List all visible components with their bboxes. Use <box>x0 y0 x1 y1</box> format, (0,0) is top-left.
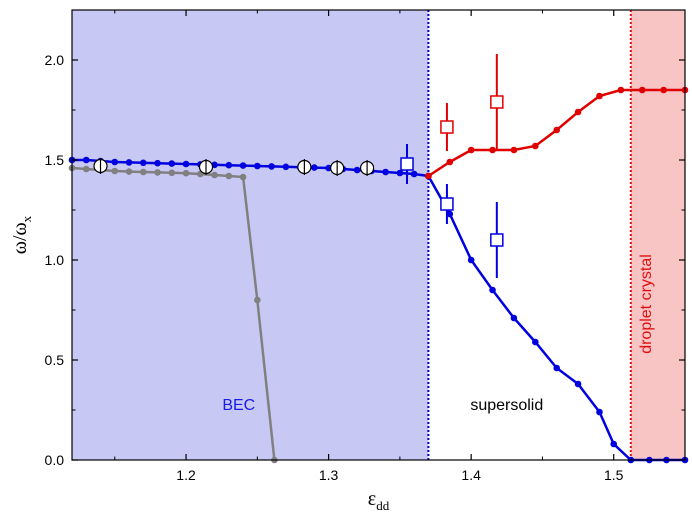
series-0-point-22 <box>382 168 389 176</box>
series-2-point-5 <box>532 142 539 150</box>
x-tick-label-1: 1.3 <box>319 467 339 483</box>
regions-layer <box>72 10 685 460</box>
y-tick-label-2: 1.0 <box>45 252 65 268</box>
series-0-point-14 <box>268 163 275 170</box>
series-0-point-23 <box>396 169 404 177</box>
series-0-point-3 <box>111 158 119 166</box>
marker-1-square-1 <box>440 197 454 211</box>
series-2-point-6 <box>553 126 560 134</box>
series-2-point-1 <box>446 158 454 166</box>
series-3-point-4 <box>125 168 133 175</box>
series-3-point-7 <box>168 169 176 177</box>
series-1-point-7 <box>574 380 582 388</box>
series-1-point-8 <box>596 408 603 416</box>
series-0-point-4 <box>125 159 133 166</box>
marker-1-square-0 <box>400 157 414 171</box>
series-2-point-0 <box>425 172 432 180</box>
series-0-point-24 <box>410 170 418 178</box>
x-tick-label-3: 1.5 <box>604 467 624 483</box>
series-0-point-13 <box>254 162 261 170</box>
series-0-point-6 <box>154 159 161 167</box>
series-0-point-1 <box>82 156 90 164</box>
series-2-point-8 <box>596 92 603 100</box>
series-2-point-9 <box>617 86 625 94</box>
series-2-point-10 <box>638 86 646 94</box>
marker-2-square-0 <box>440 120 454 134</box>
series-1-point-1 <box>446 210 454 218</box>
y-axis-label-subscript: x <box>19 215 34 222</box>
marker-2-square-1 <box>490 95 504 109</box>
markers-layer <box>93 54 504 278</box>
series-3-point-12 <box>239 173 247 181</box>
region-label-2: droplet crystal <box>638 254 655 354</box>
series-1-point-4 <box>510 314 518 322</box>
y-tick-label-0: 0.0 <box>45 452 65 468</box>
region-label-1: supersolid <box>470 397 543 414</box>
y-tick-label-4: 2.0 <box>45 52 65 68</box>
marker-1-square-2 <box>490 233 504 247</box>
series-2-point-11 <box>660 86 667 94</box>
series-3-point-3 <box>111 167 119 175</box>
x-tick-label-0: 1.2 <box>176 467 196 483</box>
series-2-point-4 <box>510 146 518 154</box>
series-1-point-9 <box>610 440 618 448</box>
series-3-point-11 <box>225 172 233 180</box>
series-3-point-6 <box>154 169 161 176</box>
y-tick-label-1: 0.5 <box>45 352 65 368</box>
series-0-point-8 <box>182 160 190 168</box>
series-0-point-15 <box>282 163 290 171</box>
series-0-point-5 <box>139 159 147 167</box>
axes-layer: 1.2 1.3 1.4 1.5 0.0 0.5 1.0 1.5 2.0 <box>45 10 686 483</box>
plot-frame <box>71 9 686 461</box>
series-3-point-10 <box>211 171 218 179</box>
y-axis-label: ω/ωx <box>9 215 34 254</box>
series-0-point-11 <box>225 161 233 169</box>
region-2-fill <box>630 10 685 460</box>
x-tick-label-2: 1.4 <box>461 467 481 483</box>
series-0-point-17 <box>311 164 318 171</box>
series-3-point-5 <box>139 168 147 176</box>
series-2-point-3 <box>489 146 496 154</box>
series-1-point-2 <box>467 256 475 264</box>
series-1-point-6 <box>553 364 560 372</box>
region-label-0: BEC <box>222 397 255 414</box>
series-0-point-20 <box>353 166 361 174</box>
x-axis-label-subscript: dd <box>376 498 390 513</box>
y-tick-label-3: 1.5 <box>45 152 65 168</box>
series-0-point-12 <box>239 162 247 169</box>
series-1-point-3 <box>489 286 496 294</box>
series-1-point-5 <box>532 338 539 346</box>
series-3-point-13 <box>254 296 261 304</box>
x-axis-label: εdd <box>368 488 390 513</box>
series-3-point-8 <box>182 169 190 177</box>
series-2-point-2 <box>467 146 475 154</box>
series-2-point-7 <box>574 108 582 116</box>
series-0-point-7 <box>168 160 176 167</box>
labels-layer: BEC supersolid droplet crystal <box>222 254 654 414</box>
series-3-point-1 <box>82 165 90 173</box>
